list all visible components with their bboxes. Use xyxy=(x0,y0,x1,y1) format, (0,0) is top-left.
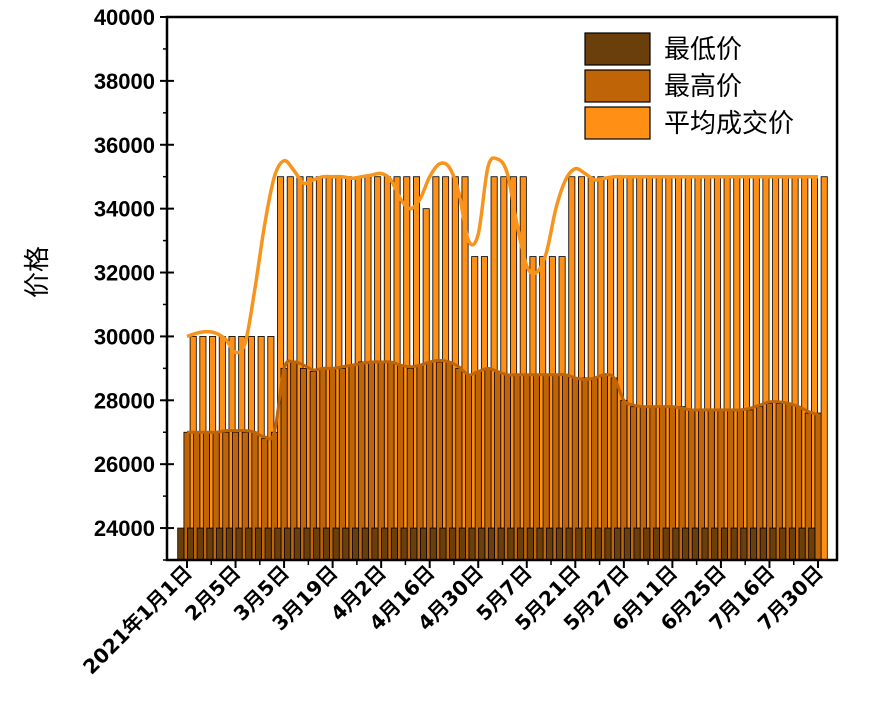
bar-min-20 xyxy=(371,527,379,561)
bar-min-41 xyxy=(575,527,583,561)
bar-min-65 xyxy=(808,527,816,561)
bars-layer xyxy=(177,176,828,561)
line-avg-price xyxy=(186,156,818,355)
bar-min-32 xyxy=(487,527,495,561)
bar-min-27 xyxy=(439,527,447,561)
bar-min-14 xyxy=(313,527,321,561)
bar-min-58 xyxy=(740,527,748,561)
bar-min-17 xyxy=(342,527,350,561)
bar-min-29 xyxy=(458,527,466,561)
bar-min-0 xyxy=(177,527,185,561)
bar-min-12 xyxy=(293,527,301,561)
bar-min-5 xyxy=(225,527,233,561)
line-max-price xyxy=(187,358,819,441)
bar-min-63 xyxy=(788,527,796,561)
legend-swatch-min xyxy=(584,32,651,66)
bar-min-56 xyxy=(720,527,728,561)
bar-min-47 xyxy=(633,527,641,561)
bar-min-18 xyxy=(352,527,360,561)
bar-min-4 xyxy=(216,527,224,561)
legend-swatch-avg xyxy=(584,106,651,140)
bar-min-3 xyxy=(206,527,214,561)
bar-min-55 xyxy=(711,527,719,561)
bar-min-43 xyxy=(594,527,602,561)
bar-min-30 xyxy=(468,527,476,561)
bar-min-16 xyxy=(332,527,340,561)
y-tick-label-3: 30000 xyxy=(94,324,155,349)
bar-min-37 xyxy=(536,527,544,561)
y-tick-label-8: 40000 xyxy=(94,5,155,30)
bar-min-40 xyxy=(565,527,573,561)
legend-label-avg: 平均成交价 xyxy=(664,109,794,139)
bar-min-10 xyxy=(274,527,282,561)
bar-avg-65 xyxy=(820,176,828,561)
bar-min-33 xyxy=(497,527,505,561)
lines-layer xyxy=(186,156,819,441)
y-tick-label-1: 26000 xyxy=(94,452,155,477)
bar-min-45 xyxy=(614,527,622,561)
bar-min-39 xyxy=(555,527,563,561)
bar-min-21 xyxy=(381,527,389,561)
bar-max-65 xyxy=(814,412,822,561)
x-tick-label-0: 2021年1月1日 xyxy=(78,561,196,679)
y-axis-label: 价格 xyxy=(23,246,53,298)
bar-min-54 xyxy=(701,527,709,561)
bar-min-38 xyxy=(546,527,554,561)
bar-min-31 xyxy=(478,527,486,561)
bar-min-25 xyxy=(419,527,427,561)
bar-min-15 xyxy=(322,527,330,561)
y-tick-label-6: 36000 xyxy=(94,133,155,158)
bar-min-42 xyxy=(585,527,593,561)
bar-min-61 xyxy=(769,527,777,561)
bar-min-48 xyxy=(643,527,651,561)
bar-min-64 xyxy=(798,527,806,561)
bar-min-22 xyxy=(390,527,398,561)
bar-min-26 xyxy=(429,527,437,561)
bar-min-35 xyxy=(517,527,525,561)
bar-min-46 xyxy=(623,527,631,561)
bar-min-8 xyxy=(254,527,262,561)
y-tick-label-7: 38000 xyxy=(94,69,155,94)
bar-min-23 xyxy=(400,527,408,561)
legend-label-min: 最低价 xyxy=(664,35,742,65)
bar-min-34 xyxy=(507,527,515,561)
bar-min-62 xyxy=(779,527,787,561)
bar-min-9 xyxy=(264,527,272,561)
bar-min-44 xyxy=(604,527,612,561)
bar-min-19 xyxy=(361,527,369,561)
bar-min-49 xyxy=(652,527,660,561)
legend-label-max: 最高价 xyxy=(664,72,742,102)
bar-min-11 xyxy=(284,527,292,561)
legend-swatch-max xyxy=(584,69,651,103)
y-tick-label-4: 32000 xyxy=(94,261,155,286)
bar-min-50 xyxy=(662,527,670,561)
bar-min-59 xyxy=(750,527,758,561)
bar-min-7 xyxy=(245,527,253,561)
y-tick-label-0: 24000 xyxy=(94,516,155,541)
bar-min-52 xyxy=(682,527,690,561)
bar-min-28 xyxy=(449,527,457,561)
bar-min-6 xyxy=(235,527,243,561)
bar-min-36 xyxy=(526,527,534,561)
bar-min-51 xyxy=(672,527,680,561)
bar-min-2 xyxy=(196,527,204,561)
y-tick-label-5: 34000 xyxy=(94,197,155,222)
bar-min-60 xyxy=(759,527,767,561)
bar-min-24 xyxy=(410,527,418,561)
bar-min-1 xyxy=(187,527,195,561)
bar-min-57 xyxy=(730,527,738,561)
bar-min-53 xyxy=(691,527,699,561)
bar-min-13 xyxy=(303,527,311,561)
y-tick-label-2: 28000 xyxy=(94,388,155,413)
